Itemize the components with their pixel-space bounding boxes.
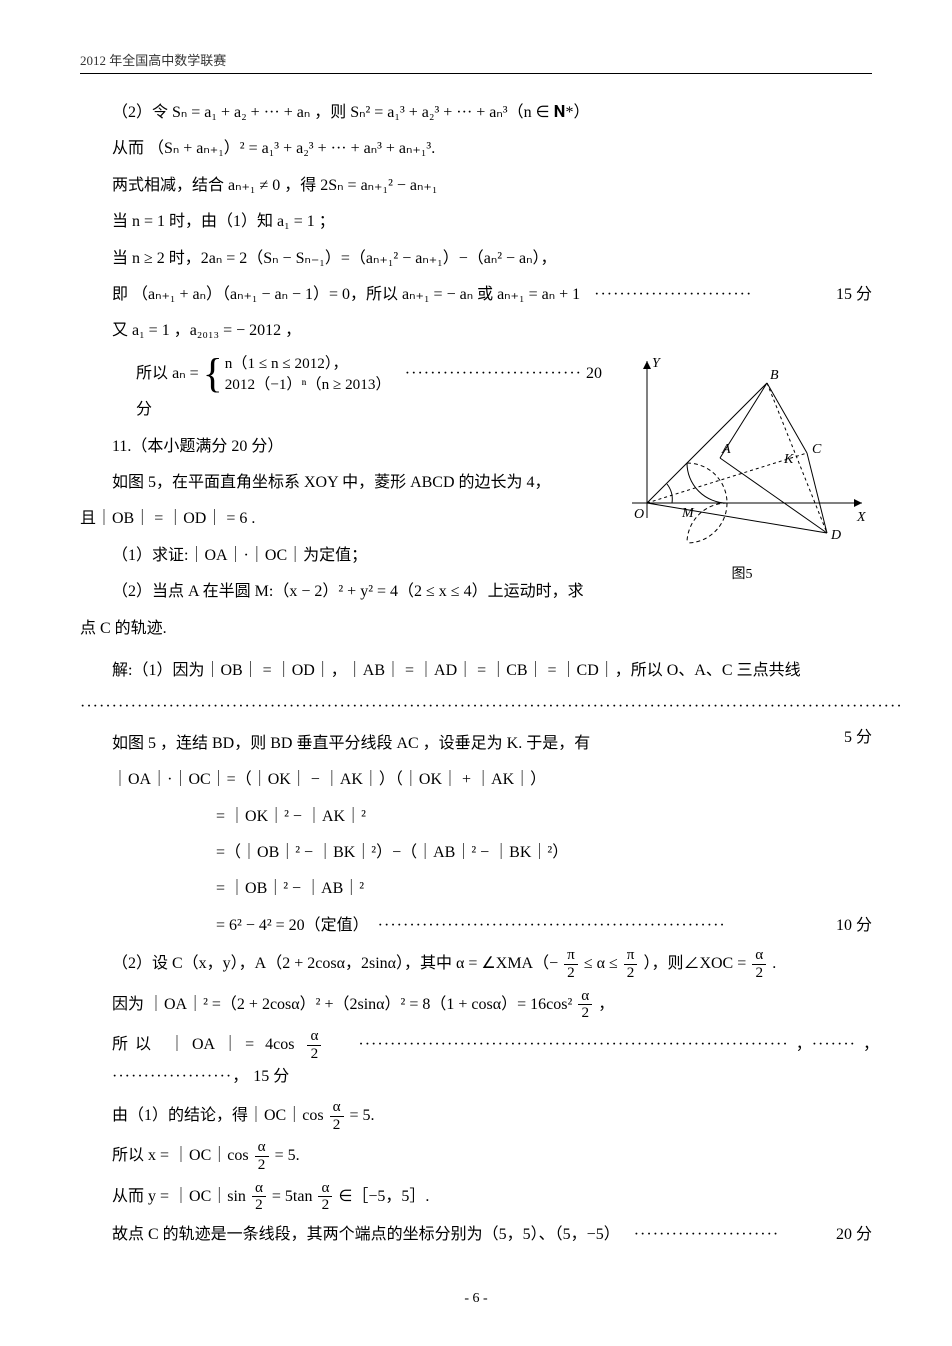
lbl-X: X — [856, 510, 866, 525]
frac-a2-a: α2 — [752, 947, 766, 981]
lbl-O: O — [634, 507, 644, 522]
figure-svg: Y X O B D C A K M — [612, 353, 872, 563]
l25b: = 5. — [350, 1107, 375, 1124]
frac-a2-g: α2 — [318, 1180, 332, 1214]
cases-brace: { n（1 ≤ n ≤ 2012）， 2012（−1）ⁿ（n ≥ 2013） — [203, 353, 391, 396]
dotfill: ········································… — [373, 917, 726, 934]
l23b: ， — [598, 995, 614, 1012]
line-8-pre: 所以 aₙ = — [136, 365, 199, 382]
l26b: = 5. — [275, 1147, 300, 1164]
page-number: - 6 - — [80, 1291, 872, 1307]
line-18: = ｜OK｜² − ｜AK｜² — [80, 802, 872, 832]
lbl-K: K — [783, 452, 794, 467]
figure-5: Y X O B D C A K M 图5 — [612, 353, 872, 583]
page: 2012 年全国高中数学联赛 （2）令 Sₙ = a₁ + a₂ + ··· +… — [0, 0, 952, 1346]
lbl-B: B — [770, 368, 779, 383]
l24a: 所以 ｜OA｜= 4cos — [112, 1036, 294, 1053]
line-26: 所以 x = ｜OC｜cos α2 = 5. — [80, 1139, 872, 1173]
case-2: 2012（−1）ⁿ（n ≥ 2013） — [225, 374, 391, 395]
l22c: . — [772, 955, 776, 972]
frac-a2-b: α2 — [578, 988, 592, 1022]
l23a: 因为 ｜OA｜² =（2 + 2cosα）² +（2sinα）² = 8（1 +… — [112, 995, 572, 1012]
l22mid: ≤ α ≤ — [584, 955, 618, 972]
frac-pi2-b: π2 — [624, 947, 638, 981]
line-2: 从而 （Sₙ + aₙ₊₁）² = a₁³ + a₂³ + ··· + aₙ³ … — [80, 134, 872, 164]
line-4: 当 n = 1 时，由（1）知 a₁ = 1 ； — [80, 207, 872, 237]
line-15-text: 解:（1）因为｜OB｜ = ｜OD｜，｜AB｜ = ｜AD｜ = ｜CB｜ = … — [112, 662, 801, 679]
line-6: 即 （aₙ₊₁ + aₙ）（aₙ₊₁ − aₙ − 1）= 0，所以 aₙ₊₁ … — [80, 280, 872, 310]
score-5: 5 分 — [844, 723, 872, 753]
lbl-M: M — [681, 506, 695, 521]
line-6-text: 即 （aₙ₊₁ + aₙ）（aₙ₊₁ − aₙ − 1）= 0，所以 aₙ₊₁ … — [112, 286, 580, 303]
frac-a2-f: α2 — [252, 1180, 266, 1214]
line-22: （2）设 C（x，y），A（2 + 2cosα，2sinα），其中 α = ∠X… — [80, 947, 872, 981]
line-27: 从而 y = ｜OC｜sin α2 = 5tan α2 ∈［−5，5］. — [80, 1180, 872, 1214]
dotfill: ········································… — [80, 698, 903, 715]
line-20: = ｜OB｜² − ｜AB｜² — [80, 874, 872, 904]
l22b: ），则∠XOC = — [643, 955, 746, 972]
score-20b: 20 分 — [836, 1220, 872, 1250]
frac-a2-c: α2 — [307, 1028, 321, 1062]
lbl-Y: Y — [652, 356, 662, 371]
lbl-A: A — [721, 442, 731, 457]
frac-a2-e: α2 — [255, 1139, 269, 1173]
line-24: 所以 ｜OA｜= 4cos α2 ·······················… — [80, 1028, 872, 1093]
lbl-D: D — [830, 528, 841, 543]
line-19: =（｜OB｜² − ｜BK｜²）−（｜AB｜² − ｜BK｜²） — [80, 838, 872, 868]
dotfill: ···························· — [395, 365, 582, 382]
l22a: （2）设 C（x，y），A（2 + 2cosα，2sinα），其中 α = ∠X… — [112, 955, 558, 972]
figure-caption: 图5 — [612, 563, 872, 583]
l27b: ∈［−5，5］. — [338, 1188, 429, 1205]
line-28: 故点 C 的轨迹是一条线段，其两个端点的坐标分别为（5，5）、（5，−5） ··… — [80, 1220, 872, 1250]
line-14: 点 C 的轨迹. — [80, 614, 872, 644]
line-16: 如图 5 ，连结 BD，则 BD 垂直平分线段 AC ，设垂足为 K. 于是，有 — [80, 729, 872, 759]
line-15: 解:（1）因为｜OB｜ = ｜OD｜，｜AB｜ = ｜AD｜ = ｜CB｜ = … — [80, 656, 872, 686]
line-21: = 6² − 4² = 20（定值） ·····················… — [80, 911, 872, 941]
page-header: 2012 年全国高中数学联赛 — [80, 50, 872, 74]
l27mid: = 5tan — [272, 1188, 313, 1205]
dotfill: ······················· — [624, 1226, 780, 1243]
l27a: 从而 y = ｜OC｜sin — [112, 1188, 246, 1205]
score-10: 10 分 — [836, 911, 872, 941]
line-23: 因为 ｜OA｜² =（2 + 2cosα）² +（2sinα）² = 8（1 +… — [80, 988, 872, 1022]
line-1: （2）令 Sₙ = a₁ + a₂ + ··· + aₙ ，则 Sₙ² = a₁… — [80, 98, 872, 128]
frac-pi2-a: π2 — [564, 947, 578, 981]
line-15-dots: ········································… — [80, 692, 872, 722]
l26a: 所以 x = ｜OC｜cos — [112, 1147, 249, 1164]
header-text: 2012 年全国高中数学联赛 — [80, 53, 226, 68]
line-7: 又 a₁ = 1 ，a₂₀₁₃ = − 2012 ， — [80, 316, 872, 346]
dotfill: ························· — [584, 286, 752, 303]
frac-a2-d: α2 — [330, 1099, 344, 1133]
line-3: 两式相减，结合 aₙ₊₁ ≠ 0 ，得 2Sₙ = aₙ₊₁² − aₙ₊₁ — [80, 171, 872, 201]
l28a: 故点 C 的轨迹是一条线段，其两个端点的坐标分别为（5，5）、（5，−5） — [112, 1226, 620, 1243]
score-15: 15 分 — [836, 280, 872, 310]
line-17: ｜OA｜·｜OC｜=（｜OK｜ − ｜AK｜）（｜OK｜ + ｜AK｜） — [80, 765, 872, 795]
line-5: 当 n ≥ 2 时，2aₙ = 2（Sₙ − Sₙ₋₁）=（aₙ₊₁² − aₙ… — [80, 244, 872, 274]
l25a: 由（1）的结论，得｜OC｜cos — [112, 1107, 324, 1124]
line-21-text: = 6² − 4² = 20（定值） — [216, 917, 369, 934]
case-1: n（1 ≤ n ≤ 2012）， — [225, 353, 391, 374]
score-15b: 15 分 — [253, 1068, 289, 1085]
lbl-C: C — [812, 442, 822, 457]
line-25: 由（1）的结论，得｜OC｜cos α2 = 5. — [80, 1099, 872, 1133]
